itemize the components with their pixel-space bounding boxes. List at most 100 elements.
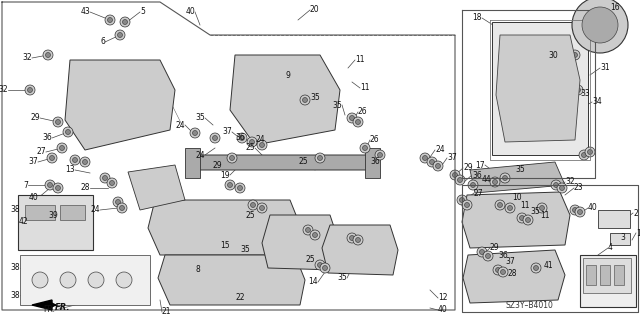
Text: 24: 24 — [195, 151, 205, 160]
Bar — [586, 265, 596, 285]
Circle shape — [582, 7, 618, 43]
Text: FR.: FR. — [43, 306, 55, 315]
Text: 21: 21 — [162, 308, 172, 316]
Circle shape — [458, 177, 463, 182]
Circle shape — [495, 268, 500, 272]
Circle shape — [105, 15, 115, 25]
Circle shape — [477, 247, 487, 257]
Circle shape — [537, 203, 547, 213]
Circle shape — [116, 272, 132, 288]
Text: 26: 26 — [358, 108, 367, 116]
Polygon shape — [496, 35, 580, 142]
Circle shape — [347, 113, 357, 123]
Circle shape — [573, 207, 577, 212]
Circle shape — [257, 203, 267, 213]
Circle shape — [378, 152, 383, 158]
Circle shape — [573, 85, 583, 95]
Text: 44: 44 — [482, 175, 492, 184]
Text: 28: 28 — [81, 183, 90, 192]
Text: 16: 16 — [610, 4, 620, 12]
Text: 23: 23 — [574, 183, 584, 192]
Circle shape — [479, 249, 484, 255]
Circle shape — [457, 195, 467, 205]
Circle shape — [360, 143, 370, 153]
Circle shape — [323, 265, 328, 271]
Text: 20: 20 — [310, 5, 319, 14]
Circle shape — [250, 203, 255, 207]
Text: 35: 35 — [310, 93, 320, 102]
Circle shape — [303, 98, 307, 102]
Polygon shape — [65, 60, 175, 150]
Bar — [610, 233, 630, 245]
Text: 40: 40 — [438, 306, 448, 315]
Circle shape — [349, 235, 355, 241]
Circle shape — [570, 50, 580, 60]
Text: 12: 12 — [438, 293, 447, 302]
Text: 26: 26 — [370, 136, 380, 145]
Circle shape — [362, 145, 367, 151]
Bar — [20, 255, 150, 305]
Circle shape — [353, 235, 363, 245]
Bar — [18, 195, 93, 250]
Circle shape — [315, 153, 325, 163]
Circle shape — [565, 55, 575, 65]
Circle shape — [523, 215, 533, 225]
Polygon shape — [262, 215, 340, 270]
Text: 36: 36 — [370, 158, 380, 167]
Text: 28: 28 — [508, 269, 518, 278]
Text: 6: 6 — [100, 38, 105, 47]
Circle shape — [455, 175, 465, 185]
Circle shape — [551, 180, 561, 190]
Circle shape — [505, 203, 515, 213]
Circle shape — [531, 263, 541, 273]
Circle shape — [227, 153, 237, 163]
Circle shape — [495, 200, 505, 210]
Text: 13: 13 — [65, 166, 75, 174]
Circle shape — [108, 18, 113, 23]
Circle shape — [118, 33, 122, 38]
Circle shape — [56, 186, 61, 190]
Text: 38: 38 — [10, 291, 20, 300]
Polygon shape — [470, 162, 565, 193]
Text: 30: 30 — [548, 50, 557, 60]
Text: 35: 35 — [240, 246, 250, 255]
Circle shape — [465, 203, 470, 207]
Text: 40: 40 — [185, 8, 195, 17]
Text: 25: 25 — [245, 211, 255, 219]
Polygon shape — [190, 155, 375, 170]
Polygon shape — [128, 165, 185, 210]
Circle shape — [554, 182, 559, 188]
Text: 36: 36 — [498, 250, 508, 259]
Text: 24: 24 — [175, 121, 185, 130]
Circle shape — [70, 155, 80, 165]
Circle shape — [107, 178, 117, 188]
Circle shape — [317, 263, 323, 268]
Circle shape — [257, 140, 267, 150]
Circle shape — [120, 17, 130, 27]
Circle shape — [520, 216, 525, 220]
Circle shape — [450, 170, 460, 180]
Text: 29: 29 — [30, 114, 40, 122]
Text: 29: 29 — [490, 243, 500, 253]
Circle shape — [500, 173, 510, 183]
Text: 3: 3 — [620, 234, 625, 242]
Text: 4: 4 — [608, 243, 613, 253]
Circle shape — [567, 90, 577, 100]
Text: 34: 34 — [592, 98, 602, 107]
Circle shape — [53, 117, 63, 127]
Circle shape — [230, 155, 234, 160]
Circle shape — [250, 139, 255, 145]
Text: 43: 43 — [80, 8, 90, 17]
Text: FR.: FR. — [55, 302, 70, 311]
Text: 36: 36 — [472, 170, 482, 180]
Circle shape — [83, 160, 88, 165]
Text: 33: 33 — [580, 88, 589, 98]
Polygon shape — [148, 200, 300, 255]
Text: 31: 31 — [600, 63, 610, 72]
Circle shape — [468, 180, 478, 190]
Text: 15: 15 — [220, 241, 230, 249]
Circle shape — [60, 145, 65, 151]
Polygon shape — [32, 300, 52, 310]
Text: 35: 35 — [515, 166, 525, 174]
Circle shape — [568, 57, 573, 63]
